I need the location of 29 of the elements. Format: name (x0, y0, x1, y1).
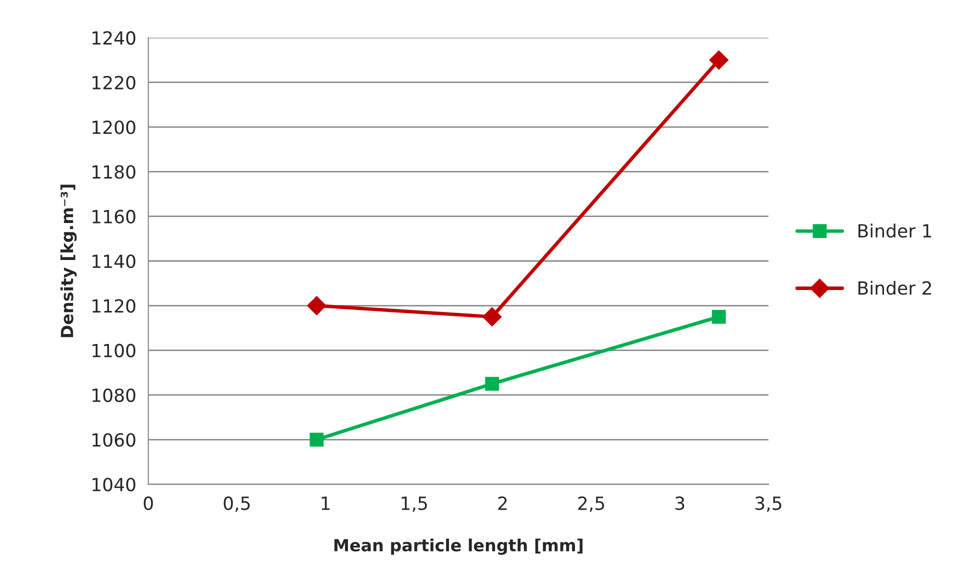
legend-label: Binder 2 (858, 280, 931, 295)
x-tick-label: 3 (676, 496, 684, 510)
point (712, 310, 726, 324)
y-tick-label: 1100 (92, 344, 136, 358)
point (482, 307, 502, 326)
x-tick-label: 2,5 (578, 496, 604, 512)
legend-label: Binder 1 (858, 224, 932, 238)
x-tick-label: 0 (144, 496, 153, 510)
x-tick-label: 2 (498, 496, 507, 510)
point (310, 432, 324, 447)
y-tick-label: 1240 (92, 31, 136, 45)
x-tick-label: 1 (322, 496, 330, 510)
point (485, 376, 500, 391)
y-tick-label: 1200 (92, 120, 136, 134)
x-axis-title: Mean particle length [mm] (334, 538, 582, 555)
x-tick-label: 3,5 (755, 496, 782, 512)
y-tick-label: 1220 (92, 76, 136, 90)
y-tick-label: 1060 (92, 433, 136, 447)
x-tick-label: 1,5 (402, 496, 427, 512)
y-tick-label: 1160 (92, 210, 136, 224)
point (709, 50, 728, 70)
y-tick-label: 1120 (92, 299, 136, 313)
x-tick-label: 0,5 (224, 496, 250, 512)
point (307, 296, 326, 316)
y-tick-label: 1180 (92, 165, 136, 179)
y-tick-label: 1140 (92, 254, 136, 268)
y-tick-label: 1040 (92, 478, 136, 492)
y-tick-label: 1080 (92, 388, 136, 402)
y-axis-title: Density [kg.m⁻³] (60, 184, 77, 338)
